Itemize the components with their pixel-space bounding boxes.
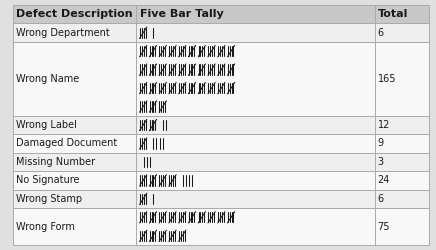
Bar	[136, 134, 375, 153]
Bar	[13, 5, 136, 24]
Bar	[136, 5, 375, 24]
Text: 3: 3	[378, 157, 384, 167]
Bar	[13, 171, 136, 190]
Bar	[375, 5, 429, 24]
Bar	[375, 153, 429, 171]
Bar	[136, 42, 375, 116]
Text: 75: 75	[378, 222, 390, 232]
Text: Damaged Document: Damaged Document	[17, 138, 118, 148]
Text: Wrong Stamp: Wrong Stamp	[17, 194, 82, 204]
Text: Wrong Department: Wrong Department	[17, 28, 110, 38]
Text: Five Bar Tally: Five Bar Tally	[140, 9, 224, 19]
Bar	[375, 42, 429, 116]
Text: 12: 12	[378, 120, 390, 130]
Text: 6: 6	[378, 28, 384, 38]
Bar	[136, 116, 375, 134]
Text: Wrong Name: Wrong Name	[17, 74, 80, 84]
Bar	[375, 171, 429, 190]
Bar	[13, 24, 136, 42]
Bar	[136, 208, 375, 245]
Bar	[136, 171, 375, 190]
Text: 9: 9	[378, 138, 384, 148]
Text: 165: 165	[378, 74, 396, 84]
Text: Missing Number: Missing Number	[17, 157, 95, 167]
Bar	[375, 190, 429, 208]
Bar	[375, 208, 429, 245]
Bar	[136, 153, 375, 171]
Bar	[375, 134, 429, 153]
Bar	[136, 190, 375, 208]
Bar	[375, 24, 429, 42]
Text: 6: 6	[378, 194, 384, 204]
Bar	[13, 42, 136, 116]
Bar	[13, 134, 136, 153]
Bar	[13, 116, 136, 134]
Text: Total: Total	[378, 9, 408, 19]
Bar	[13, 208, 136, 245]
Bar	[136, 24, 375, 42]
Text: Wrong Label: Wrong Label	[17, 120, 77, 130]
Bar	[13, 190, 136, 208]
Bar	[13, 153, 136, 171]
Text: No Signature: No Signature	[17, 176, 80, 186]
Text: 24: 24	[378, 176, 390, 186]
Text: Defect Description: Defect Description	[17, 9, 133, 19]
Text: Wrong Form: Wrong Form	[17, 222, 75, 232]
Bar	[375, 116, 429, 134]
